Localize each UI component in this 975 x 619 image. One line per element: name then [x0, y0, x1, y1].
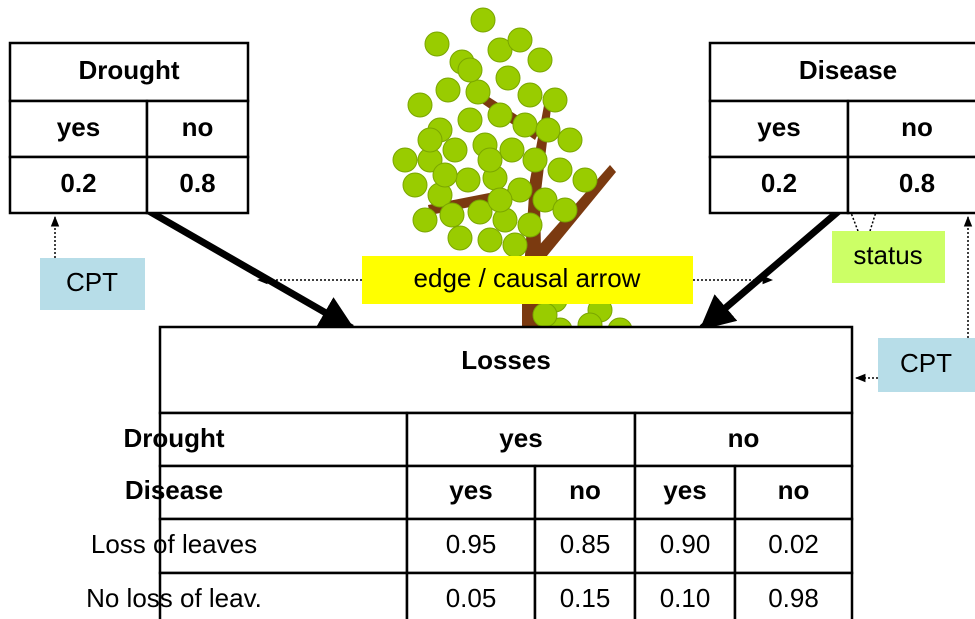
table-cell: [533, 517, 637, 575]
leaf: [499, 137, 525, 163]
table-cell: [846, 155, 975, 215]
table-cell: [145, 155, 250, 215]
leaf: [557, 127, 583, 153]
cell-text: yes: [757, 112, 800, 142]
leaf: [507, 27, 533, 53]
leaf: [517, 82, 543, 108]
cell-text: 0.2: [60, 168, 96, 198]
leaf: [477, 227, 503, 253]
cpt-label: CPT: [66, 267, 118, 297]
table-cell: [846, 99, 975, 159]
causal-arrows: [145, 206, 843, 332]
leaf: [424, 31, 450, 57]
cell-text: 0.98: [768, 583, 819, 613]
table-cell: [158, 517, 409, 575]
cell-text: No loss of leav.: [86, 583, 262, 613]
table-cell: [8, 155, 149, 215]
cell-text: Disease: [125, 475, 223, 505]
leaf: [455, 167, 481, 193]
cell-text: Loss of leaves: [91, 529, 257, 559]
table-cell: [633, 571, 737, 619]
cell-text: 0.85: [560, 529, 611, 559]
leaf: [457, 107, 483, 133]
edge-box: [362, 256, 693, 304]
leaf: [477, 147, 503, 173]
leaf: [470, 7, 496, 33]
leaf: [495, 65, 521, 91]
leaf: [487, 187, 513, 213]
table-cell: [633, 411, 854, 468]
cell-text: Drought: [123, 423, 224, 453]
leaf: [487, 102, 513, 128]
leaf: [512, 112, 538, 138]
leaf: [527, 47, 553, 73]
leaf: [447, 225, 473, 251]
leaf: [532, 302, 558, 328]
leaf: [407, 92, 433, 118]
cell-text: 0.8: [179, 168, 215, 198]
cell-text: yes: [57, 112, 100, 142]
cell-text: 0.2: [761, 168, 797, 198]
table-cell: [708, 41, 975, 103]
leaf: [442, 137, 468, 163]
table-cell: [533, 464, 637, 521]
leaf: [535, 117, 561, 143]
cell-text: Disease: [799, 55, 897, 85]
leaf: [439, 202, 465, 228]
cell-text: no: [569, 475, 601, 505]
cell-text: 0.02: [768, 529, 819, 559]
leaf: [517, 212, 543, 238]
cpt-box: [40, 258, 145, 310]
leaf: [572, 167, 598, 193]
leaf: [507, 177, 533, 203]
leaf: [547, 157, 573, 183]
cell-text: Losses: [461, 345, 551, 375]
cell-text: 0.15: [560, 583, 611, 613]
table-cell: [158, 411, 409, 468]
cell-text: yes: [663, 475, 706, 505]
leaf: [522, 147, 548, 173]
cell-text: no: [182, 112, 214, 142]
cell-text: Drought: [78, 55, 179, 85]
cell-text: no: [901, 112, 933, 142]
leaf: [467, 199, 493, 225]
status-label: status: [853, 240, 922, 270]
leaf: [502, 232, 528, 258]
table-cell: [733, 464, 854, 521]
leaf: [552, 197, 578, 223]
cpt-box: [878, 338, 975, 392]
leaf: [465, 79, 491, 105]
edge-label: edge / causal arrow: [414, 263, 641, 293]
cell-text: 0.95: [446, 529, 497, 559]
leaf: [432, 162, 458, 188]
leaf: [487, 37, 513, 63]
leaf: [532, 187, 558, 213]
leaf: [435, 77, 461, 103]
leaf: [412, 207, 438, 233]
cpt-label: CPT: [900, 348, 952, 378]
leaf: [392, 147, 418, 173]
table-cell: [733, 517, 854, 575]
cell-text: 0.8: [899, 168, 935, 198]
cell-text: yes: [499, 423, 542, 453]
cell-text: yes: [449, 475, 492, 505]
table-cell: [158, 464, 409, 521]
leaf: [417, 127, 443, 153]
leaf: [402, 172, 428, 198]
cell-text: no: [728, 423, 760, 453]
cell-text: 0.90: [660, 529, 711, 559]
table-cell: [733, 571, 854, 619]
cell-text: 0.10: [660, 583, 711, 613]
leaf: [542, 87, 568, 113]
cell-text: 0.05: [446, 583, 497, 613]
table-cell: [158, 325, 854, 415]
cell-text: no: [778, 475, 810, 505]
leaf: [457, 57, 483, 83]
table-cell: [708, 155, 850, 215]
status-box: [832, 231, 945, 283]
table-cell: [633, 464, 737, 521]
table-cell: [405, 571, 537, 619]
table-cell: [405, 411, 637, 468]
